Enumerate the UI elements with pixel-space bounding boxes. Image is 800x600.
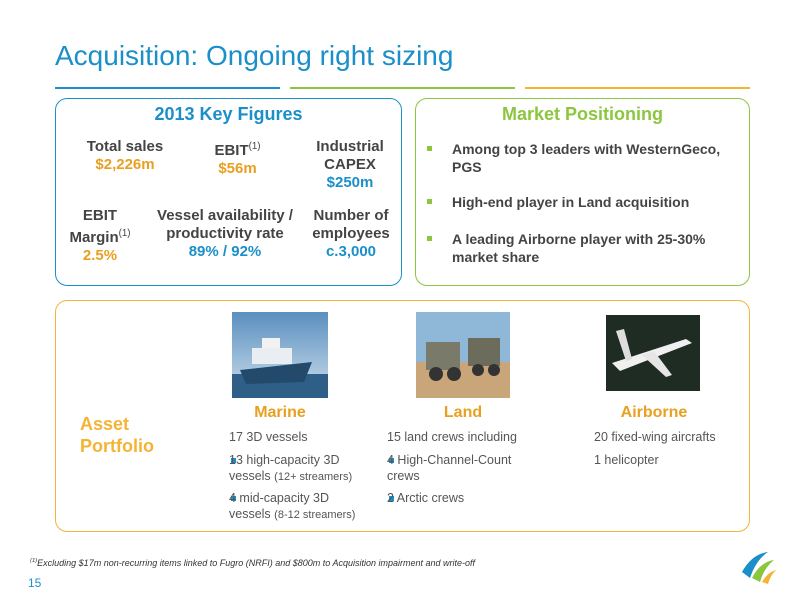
- bullet: [427, 146, 432, 151]
- rule-blue: [55, 87, 280, 89]
- column-intro: 15 land crews including: [387, 430, 517, 444]
- label: Industrial CAPEX: [316, 138, 384, 173]
- bullet-note: (8-12 streamers): [274, 509, 356, 521]
- figure: EBIT Margin(1) 2.5%: [58, 207, 142, 265]
- label: Total sales: [86, 138, 164, 155]
- column-intro: 20 fixed-wing aircrafts: [594, 430, 716, 444]
- bullet: [231, 458, 236, 463]
- column-bullet: 4 High-Channel-Count crews: [387, 453, 512, 483]
- value: $250m: [326, 174, 374, 191]
- key-figures-box: [55, 98, 402, 286]
- bullet: [389, 458, 394, 463]
- bullet-text: 4 mid-capacity 3D vessels: [229, 491, 330, 521]
- footnote-text: Excluding $17m non-recurring items linke…: [37, 558, 476, 568]
- label: EBIT Margin: [69, 207, 119, 246]
- bullet: [231, 496, 236, 501]
- sup: (1): [248, 141, 261, 152]
- key-figures-heading: 2013 Key Figures: [154, 104, 303, 124]
- column-bullet: 4 mid-capacity 3D vessels (8-12 streamer…: [229, 490, 369, 523]
- label: Vessel availability / productivity rate: [157, 207, 293, 242]
- market-bullet: Among top 3 leaders with WesternGeco, PG…: [452, 141, 721, 175]
- figure: Industrial CAPEX $250m: [305, 138, 395, 192]
- sup: (1): [118, 228, 131, 239]
- footnote: (1)Excluding $17m non-recurring items li…: [30, 558, 475, 568]
- rule-orange: [525, 87, 750, 89]
- column-line: 1 helicopter: [594, 453, 659, 467]
- label: Number of employees: [312, 207, 390, 242]
- marine-photo: [232, 312, 328, 398]
- bullet: [389, 496, 394, 501]
- figure: Total sales $2,226m: [70, 138, 180, 174]
- bullet: [427, 236, 432, 241]
- value: c.3,000: [325, 243, 377, 260]
- column-heading: Land: [443, 404, 483, 421]
- rule-green: [290, 87, 515, 89]
- column-bullet: 2 Arctic crews: [387, 491, 465, 505]
- airborne-photo: [606, 315, 700, 391]
- page-number: 15: [28, 576, 42, 590]
- market-bullet: A leading Airborne player with 25-30% ma…: [452, 231, 706, 265]
- market-bullet: High-end player in Land acquisition: [452, 194, 690, 210]
- figure: EBIT(1) $56m: [185, 138, 290, 178]
- value: 2.5%: [82, 247, 118, 264]
- logo: [742, 552, 776, 584]
- market-heading: Market Positioning: [501, 104, 663, 124]
- bullet-text: 13 high-capacity 3D vessels: [229, 453, 340, 483]
- value: $2,226m: [95, 156, 155, 173]
- bullet-note: (12+ streamers): [274, 471, 353, 483]
- figure: Vessel availability / productivity rate 8…: [145, 207, 305, 261]
- value: $56m: [218, 160, 257, 177]
- footnote-sup: (1): [30, 558, 38, 564]
- label: EBIT: [214, 142, 249, 159]
- portfolio-box: [55, 300, 750, 532]
- market-box: [415, 98, 750, 286]
- portfolio-heading: Asset Portfolio: [80, 414, 154, 456]
- land-photo: [416, 312, 510, 398]
- column-intro: 17 3D vessels: [229, 430, 308, 444]
- column-bullet: 13 high-capacity 3D vessels (12+ streame…: [229, 452, 369, 485]
- column-heading: Airborne: [620, 404, 688, 421]
- value: 89% / 92%: [188, 243, 262, 260]
- figure: Number of employees c.3,000: [305, 207, 397, 261]
- column-heading: Marine: [254, 404, 306, 421]
- title: Acquisition: Ongoing right sizing: [55, 40, 454, 71]
- bullet: [427, 199, 432, 204]
